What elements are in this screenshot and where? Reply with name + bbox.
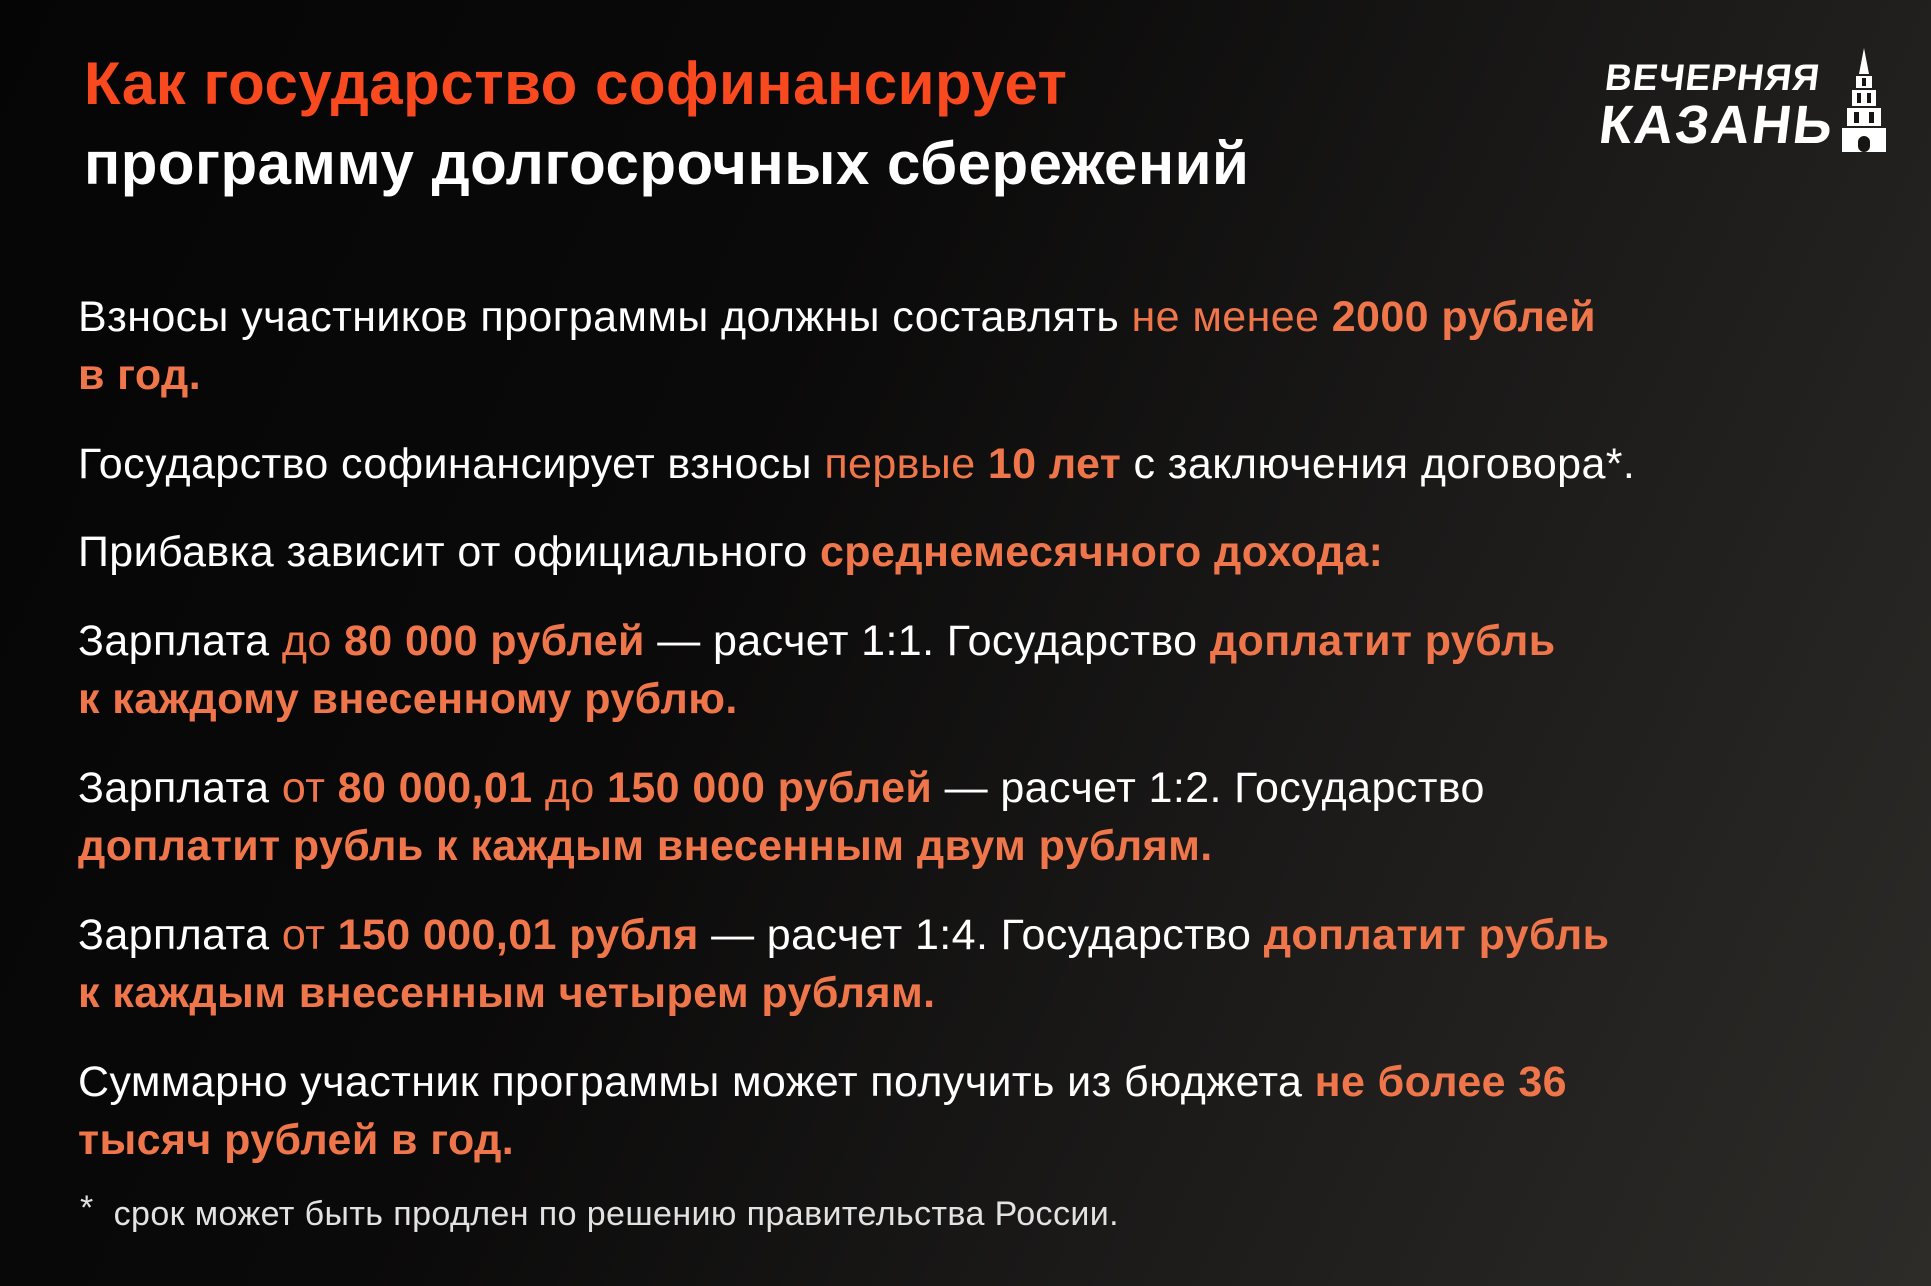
footnote-text: срок может быть продлен по решению прави…: [113, 1195, 1119, 1233]
text-segment: 150 000 рублей: [607, 763, 933, 812]
vechernyaya-kazan-logo: ВЕЧЕРНЯЯ КАЗАНЬ: [1596, 48, 1887, 155]
header: Как государство софинансирует программу …: [0, 0, 1931, 204]
kazan-tower-icon: [1841, 48, 1887, 152]
text-segment: Зарплата: [78, 616, 282, 665]
text-segment: Зарплата: [78, 910, 282, 959]
footnote: * срок может быть продлен по решению прав…: [80, 1189, 1119, 1234]
paragraph: Зарплата от 150 000,01 рубля — расчет 1:…: [78, 906, 1853, 1023]
text-segment: Государство софинансирует взносы: [78, 439, 825, 488]
text-segment: доплатит рубль к каждым внесенным двум р…: [78, 822, 1213, 871]
text-segment: 80 000,01: [337, 763, 545, 812]
text-segment: 150 000,01 рубля: [337, 910, 699, 959]
logo-text: ВЕЧЕРНЯЯ КАЗАНЬ: [1596, 57, 1843, 155]
text-segment: Взносы участников программы должны соста…: [78, 293, 1132, 341]
text-segment: доплатит рубль: [1209, 616, 1556, 665]
text-segment: не менее: [1131, 293, 1332, 341]
text-segment: Прибавка зависит от официального: [78, 528, 820, 577]
text-segment: от: [281, 910, 338, 959]
text-segment: к каждому внесенному рублю.: [78, 675, 738, 724]
paragraph: Государство софинансирует взносы первые …: [78, 435, 1853, 493]
page-title-line-1: Как государство софинансирует: [84, 50, 1068, 117]
paragraph: Взносы участников программы должны соста…: [78, 288, 1853, 405]
page-title: Как государство софинансирует программу …: [84, 44, 1847, 204]
text-segment: среднемесячного дохода:: [819, 528, 1384, 577]
text-segment: до: [544, 763, 608, 812]
paragraph: Зарплата от 80 000,01 до 150 000 рублей …: [78, 759, 1853, 876]
logo-line-2: КАЗАНЬ: [1596, 95, 1839, 155]
text-segment: — расчет 1:2. Государство: [932, 763, 1485, 812]
text-segment: от: [281, 763, 338, 812]
body-paragraphs: Взносы участников программы должны соста…: [0, 204, 1931, 1170]
paragraph: Суммарно участник программы может получи…: [78, 1053, 1853, 1170]
text-segment: 2000 рублей: [1331, 293, 1596, 341]
logo-line-1: ВЕЧЕРНЯЯ: [1603, 57, 1824, 98]
page-title-line-2: программу долгосрочных сбережений: [84, 130, 1250, 197]
text-segment: не более 36: [1314, 1057, 1567, 1106]
text-segment: Зарплата: [78, 763, 282, 812]
text-segment: 80 000 рублей: [343, 616, 645, 665]
text-segment: до: [281, 616, 344, 665]
text-segment: доплатит рубль: [1263, 910, 1610, 959]
text-segment: тысяч рублей в год.: [78, 1116, 515, 1165]
text-segment: — расчет 1:4. Государство: [698, 910, 1264, 959]
paragraph: Зарплата до 80 000 рублей — расчет 1:1. …: [78, 612, 1853, 729]
footnote-asterisk: *: [80, 1189, 94, 1227]
text-segment: в год.: [78, 351, 202, 400]
text-segment: первые: [824, 439, 988, 488]
text-segment: Суммарно участник программы может получи…: [78, 1057, 1315, 1106]
text-segment: с заключения договора*.: [1121, 439, 1636, 488]
paragraph: Прибавка зависит от официального среднем…: [78, 523, 1853, 581]
text-segment: 10 лет: [987, 439, 1122, 488]
text-segment: к каждым внесенным четырем рублям.: [78, 969, 936, 1018]
text-segment: — расчет 1:1. Государство: [644, 616, 1210, 665]
